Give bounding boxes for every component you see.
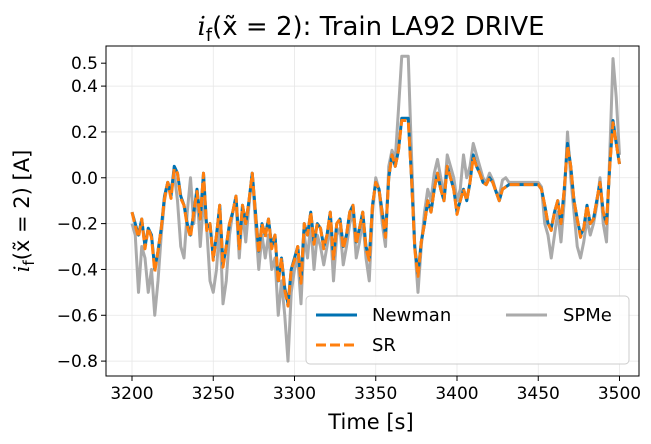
chart-title-rest: : Train LA92 DRIVE — [303, 12, 545, 42]
x-axis-label: Time [s] — [327, 410, 413, 434]
y-tick-label: −0.2 — [57, 215, 98, 235]
x-tick-label: 3350 — [354, 384, 397, 404]
y-axis-label: if(x̃ = 2) [A] — [10, 150, 38, 273]
y-axis-label-argument: (x̃ = 2) [A] — [10, 150, 34, 261]
y-tick-label: −0.4 — [57, 260, 98, 280]
x-tick-label: 3300 — [273, 384, 316, 404]
legend: Newman SR SPMe — [305, 295, 630, 365]
x-tick-label: 3400 — [435, 384, 478, 404]
x-tick-label: 3500 — [598, 384, 641, 404]
y-axis-label-subscript: f — [20, 260, 38, 266]
series-line-sr — [130, 118, 621, 308]
x-tick-label: 3450 — [517, 384, 560, 404]
legend-label-newman: Newman — [372, 305, 451, 326]
chart-title-subscript: f — [206, 25, 213, 46]
y-axis-label-symbol: i — [10, 266, 34, 273]
x-tick-label: 3250 — [192, 384, 235, 404]
legend-box — [305, 295, 630, 365]
plot-frame — [105, 45, 640, 377]
y-tick-label: 0.2 — [71, 123, 98, 143]
legend-label-sr: SR — [372, 335, 396, 356]
chart-title-argument: (x̃ = 2) — [212, 12, 303, 42]
chart-title-symbol: i — [197, 12, 205, 42]
y-tick-label: −0.6 — [57, 306, 98, 326]
y-tick-label: −0.8 — [57, 352, 98, 372]
series-layer — [130, 54, 621, 363]
legend-label-spme: SPMe — [563, 305, 612, 326]
y-axis: −0.8 −0.6 −0.4 −0.2 0.0 0.2 0.4 0.5 — [57, 54, 106, 372]
y-tick-label: 0.5 — [71, 54, 98, 74]
y-tick-label: 0.4 — [71, 77, 98, 97]
x-axis: 3200 3250 3300 3350 3400 3450 3500 — [110, 376, 641, 404]
chart-title: if(x̃ = 2): Train LA92 DRIVE — [197, 12, 544, 46]
series-line-spme — [130, 54, 621, 363]
x-tick-label: 3200 — [110, 384, 153, 404]
y-tick-label: 0.0 — [71, 169, 98, 189]
